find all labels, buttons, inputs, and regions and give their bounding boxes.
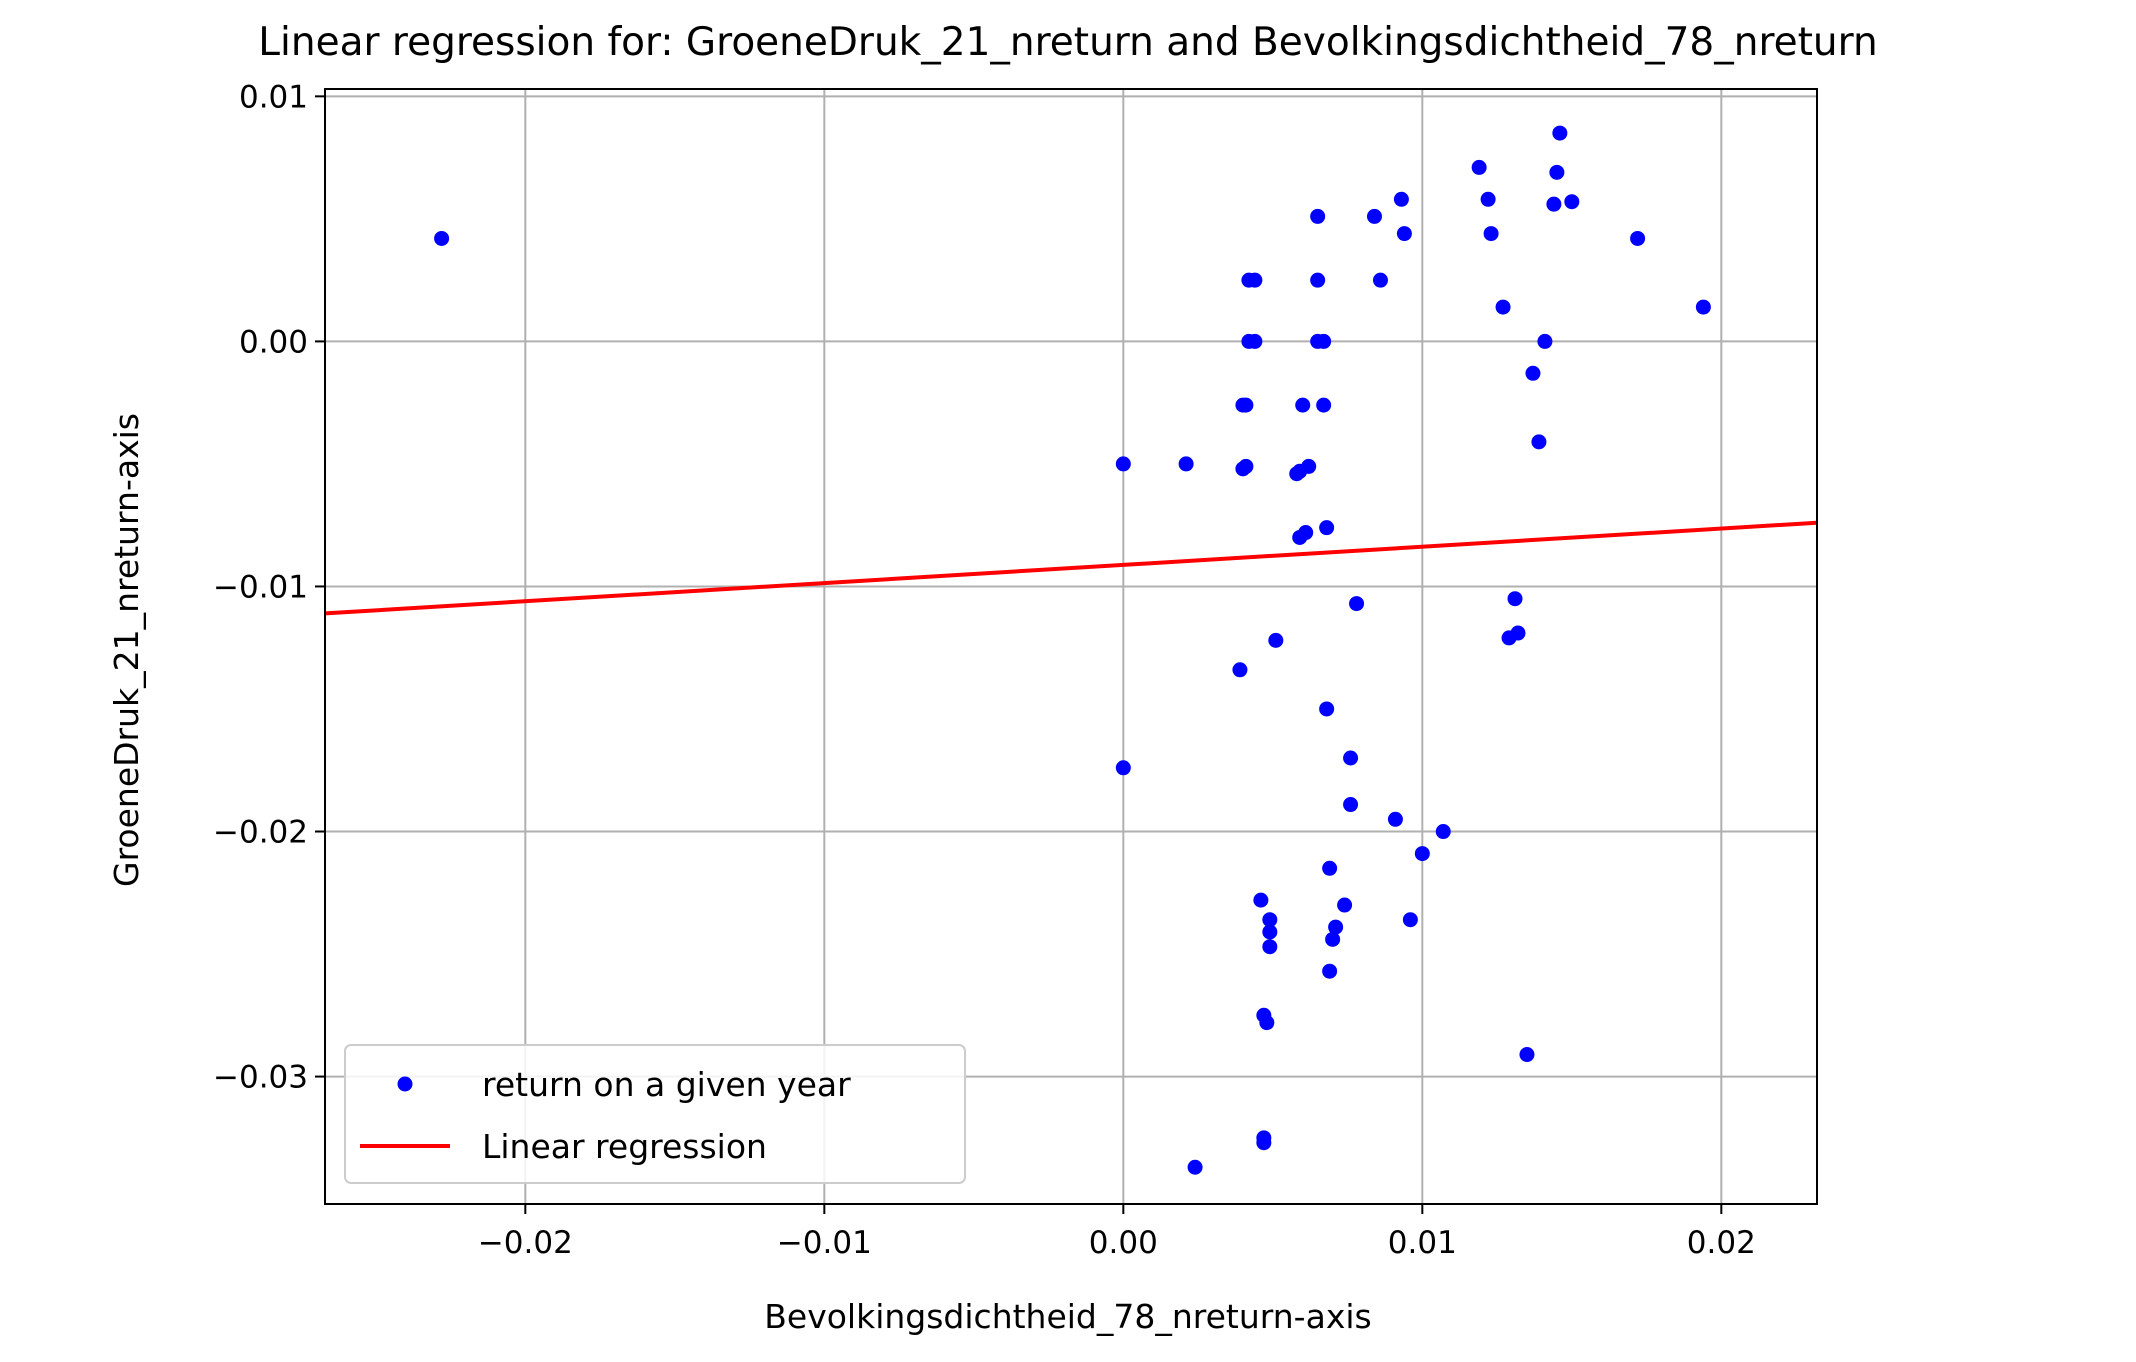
scatter-point [1519, 1047, 1535, 1063]
scatter-point [1322, 860, 1338, 876]
scatter-point [1328, 919, 1344, 935]
legend-label-scatter: return on a given year [482, 1065, 851, 1104]
axes: −0.02 −0.01 0.00 0.01 0.02 −0.03 −0.02 −0.01 0.0… [213, 79, 1818, 1261]
scatter-point [1310, 208, 1326, 224]
legend-scatter-marker [397, 1076, 413, 1092]
scatter-point [1552, 125, 1568, 141]
scatter-point [1115, 760, 1131, 776]
scatter-point [1262, 939, 1278, 955]
regression-line-layer [325, 520, 1817, 616]
scatter-point [1510, 625, 1526, 641]
scatter-point [1247, 333, 1263, 349]
grid [325, 89, 1817, 1204]
scatter-point [1319, 701, 1335, 717]
y-tick-label: −0.02 [213, 815, 308, 851]
x-tick-label: −0.02 [478, 1225, 573, 1261]
scatter-point [1396, 226, 1412, 242]
scatter-point [1295, 397, 1311, 413]
scatter-point [1238, 397, 1254, 413]
scatter-point [1630, 230, 1646, 246]
x-tick-label: 0.01 [1388, 1225, 1457, 1261]
scatter-point [1322, 963, 1338, 979]
x-tick-label: 0.00 [1089, 1225, 1158, 1261]
scatter-point [1178, 456, 1194, 472]
scatter-point [1695, 299, 1711, 315]
scatter-point [1232, 662, 1248, 678]
scatter-point [1393, 191, 1409, 207]
legend-label-line: Linear regression [482, 1127, 767, 1166]
scatter-point [1343, 750, 1359, 766]
legend-box [344, 1044, 966, 1184]
scatter-point [1387, 811, 1403, 827]
scatter-point [1372, 272, 1388, 288]
scatter-point [1480, 191, 1496, 207]
scatter-point [1531, 434, 1547, 450]
scatter-point [1259, 1015, 1275, 1031]
x-tick-label: 0.02 [1687, 1225, 1756, 1261]
scatter-point [1349, 596, 1365, 612]
plot-frame [324, 88, 1818, 1205]
x-tick-label: −0.01 [777, 1225, 872, 1261]
scatter-point [1298, 525, 1314, 541]
scatter-point [1310, 272, 1326, 288]
scatter-point [1435, 824, 1451, 840]
scatter-point [1483, 226, 1499, 242]
scatter-point [1316, 397, 1332, 413]
scatter-point [1402, 912, 1418, 928]
x-axis-label: Bevolkingsdichtheid_78_nreturn-axis [764, 1297, 1371, 1336]
scatter-point [1366, 208, 1382, 224]
chart-title: Linear regression for: GroeneDruk_21_nre… [258, 20, 1877, 65]
scatter-point [1546, 196, 1562, 212]
scatter-point [1187, 1159, 1203, 1175]
scatter-point [1247, 272, 1263, 288]
legend: return on a given year Linear regression [344, 1044, 966, 1184]
scatter-points [434, 125, 1711, 1175]
scatter-point [1253, 892, 1269, 908]
scatter-point [1495, 299, 1511, 315]
scatter-point [1316, 333, 1332, 349]
y-tick-label: −0.03 [213, 1060, 308, 1096]
scatter-point [1325, 931, 1341, 947]
scatter-point [1319, 520, 1335, 536]
scatter-point [1471, 159, 1487, 175]
scatter-point [1414, 846, 1430, 862]
scatter-point [1343, 797, 1359, 813]
scatter-point [1564, 194, 1580, 210]
scatter-point [1262, 924, 1278, 940]
scatter-point [1262, 912, 1278, 928]
scatter-point [1549, 164, 1565, 180]
regression-line [325, 520, 1817, 616]
scatter-point [1268, 632, 1284, 648]
scatter-point [434, 230, 450, 246]
scatter-point [1337, 897, 1353, 913]
scatter-point [1256, 1135, 1272, 1151]
y-tick-label: −0.01 [213, 569, 308, 605]
scatter-point [1525, 365, 1541, 381]
plot-area-background [325, 89, 1817, 1204]
scatter-point [1507, 591, 1523, 607]
scatter-point [1537, 333, 1553, 349]
scatter-point [1301, 458, 1317, 474]
y-tick-label: 0.00 [239, 324, 308, 360]
scatter-point [1238, 458, 1254, 474]
scatter-point [1115, 456, 1131, 472]
y-tick-label: 0.01 [239, 79, 308, 115]
y-axis-label: GroeneDruk_21_nreturn-axis [107, 413, 146, 887]
